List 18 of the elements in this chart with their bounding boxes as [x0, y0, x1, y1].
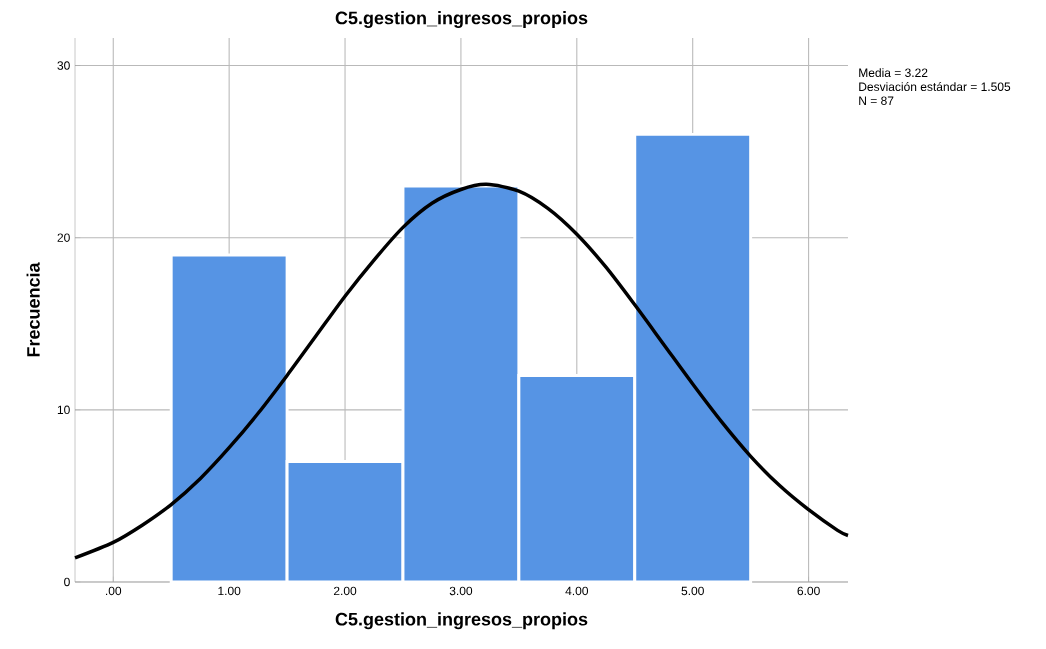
x-tick-label: 2.00	[333, 586, 357, 596]
text: Desviación estándar = 1.505	[859, 82, 1011, 91]
y-tick-label: 0	[64, 577, 70, 587]
line-series	[73, 182, 850, 560]
text: Media = 3.22	[859, 68, 928, 77]
y-tick-label: 10	[57, 405, 70, 415]
y-axis-title: Frecuencia	[26, 262, 40, 357]
x-tick-label: 6.00	[797, 586, 820, 596]
x-tick-label: 5.00	[681, 586, 704, 596]
x-tick-label: 3.00	[449, 586, 473, 596]
x-tick-label: 4.00	[565, 586, 589, 596]
y-tick-label: 20	[57, 233, 70, 242]
y-tick-label: 30	[57, 61, 70, 70]
x-tick-label: 1.00	[218, 586, 241, 596]
chart-title: C5.gestion_ingresos_propios	[335, 11, 588, 28]
x-axis-title: C5.gestion_ingresos_propios	[335, 612, 588, 630]
text: N = 87	[859, 96, 894, 105]
x-tick-label: .00	[106, 586, 122, 596]
